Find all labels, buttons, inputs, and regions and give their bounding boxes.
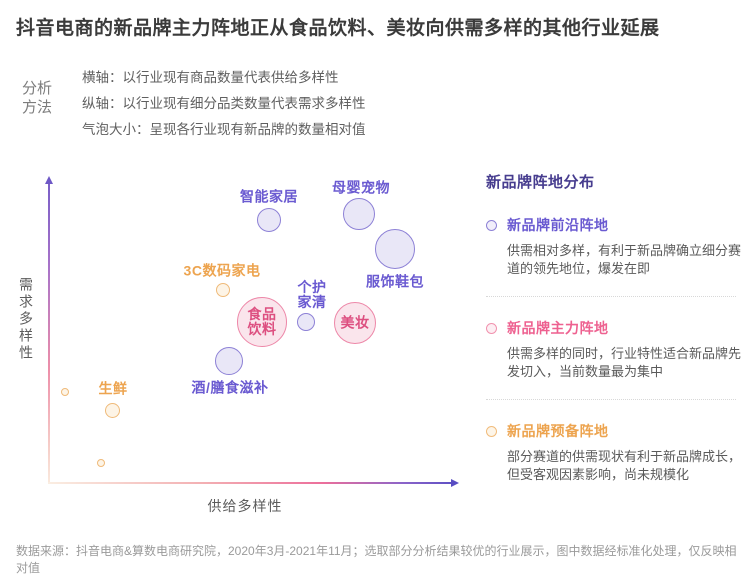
- method-label: 分析 方法: [22, 80, 53, 116]
- legend-panel: 新品牌阵地分布 新品牌前沿阵地供需相对多样，有利于新品牌确立细分赛道的领先地位，…: [486, 171, 744, 483]
- x-axis-line: [48, 482, 452, 484]
- bubble-智能家居: [257, 208, 281, 232]
- x-axis-label: 供给多样性: [207, 498, 283, 514]
- bubble-label-服饰鞋包: 服饰鞋包: [366, 273, 424, 290]
- legend-item-desc: 供需多样的同时，行业特性适合新品牌先发切入，当前数量最为集中: [507, 346, 742, 379]
- bubble-个护家清: [297, 313, 315, 331]
- legend-bullet-icon: [486, 322, 497, 334]
- bubble-label-美妆: 美妆: [340, 314, 370, 331]
- bubble-酒/膳食滋补: [215, 347, 243, 375]
- legend-items: 新品牌前沿阵地供需相对多样，有利于新品牌确立细分赛道的领先地位，爆发在即新品牌主…: [486, 216, 744, 483]
- legend-item-title: 新品牌前沿阵地: [507, 217, 609, 233]
- bubble-母婴宠物: [343, 198, 375, 230]
- page-title: 抖音电商的新品牌主力阵地正从食品饮料、美妆向供需多样的其他行业延展: [16, 18, 660, 39]
- legend-header: 新品牌阵地分布: [486, 174, 595, 191]
- bubble-unlabeled-7: [61, 388, 69, 396]
- legend-item-frontier: 新品牌前沿阵地供需相对多样，有利于新品牌确立细分赛道的领先地位，爆发在即: [486, 216, 744, 277]
- legend-item-desc: 供需相对多样，有利于新品牌确立细分赛道的领先地位，爆发在即: [507, 243, 742, 276]
- legend-bullet-icon: [486, 425, 497, 437]
- method-items: 横轴：以行业现有商品数量代表供给多样性 纵轴：以行业现有细分品类数量代表需求多样…: [82, 66, 366, 144]
- bubble-label-个护家清: 个护 家清: [297, 279, 327, 310]
- bubble-label-酒/膳食滋补: 酒/膳食滋补: [191, 379, 269, 396]
- bubble-label-3C数码家电: 3C数码家电: [183, 262, 261, 279]
- legend-item-desc: 部分赛道的供需现状有利于新品牌成长，但受客观因素影响，尚未规模化: [507, 449, 742, 482]
- bubble-label-食品饮料: 食品 饮料: [247, 306, 277, 337]
- legend-item-reserve: 新品牌预备阵地部分赛道的供需现状有利于新品牌成长，但受客观因素影响，尚未规模化: [486, 422, 744, 483]
- bubble-label-智能家居: 智能家居: [240, 188, 298, 205]
- x-axis-arrow-icon: [451, 479, 459, 487]
- data-source-note: 数据来源：抖音电商&算数电商研究院，2020年3月-2021年11月；选取部分分…: [16, 544, 737, 575]
- y-axis-arrow-icon: [45, 176, 53, 184]
- bubble-服饰鞋包: [375, 229, 415, 269]
- y-axis-line: [48, 183, 50, 484]
- legend-item-title: 新品牌预备阵地: [507, 423, 609, 439]
- bubble-生鲜: [104, 402, 120, 418]
- legend-bullet-icon: [486, 219, 497, 231]
- legend-item-title: 新品牌主力阵地: [507, 320, 609, 336]
- bubble-食品饮料: [237, 297, 287, 347]
- legend-divider: [486, 399, 736, 400]
- bubble-label-生鲜: 生鲜: [98, 380, 128, 397]
- bubble-chart: 需求多样性 供给多样性 智能家居 母婴宠物服饰鞋包 3C数码家电个护 家清酒/膳食滋…: [18, 176, 459, 514]
- legend-item-main: 新品牌主力阵地供需多样的同时，行业特性适合新品牌先发切入，当前数量最为集中: [486, 319, 744, 380]
- bubble-unlabeled-8: [97, 459, 105, 467]
- bubble-3C数码家电: [216, 283, 230, 297]
- bubble-美妆: [334, 302, 376, 344]
- legend-divider: [486, 296, 736, 297]
- y-axis-label: 需求多样性: [18, 277, 34, 362]
- bubble-label-母婴宠物: 母婴宠物: [332, 179, 390, 196]
